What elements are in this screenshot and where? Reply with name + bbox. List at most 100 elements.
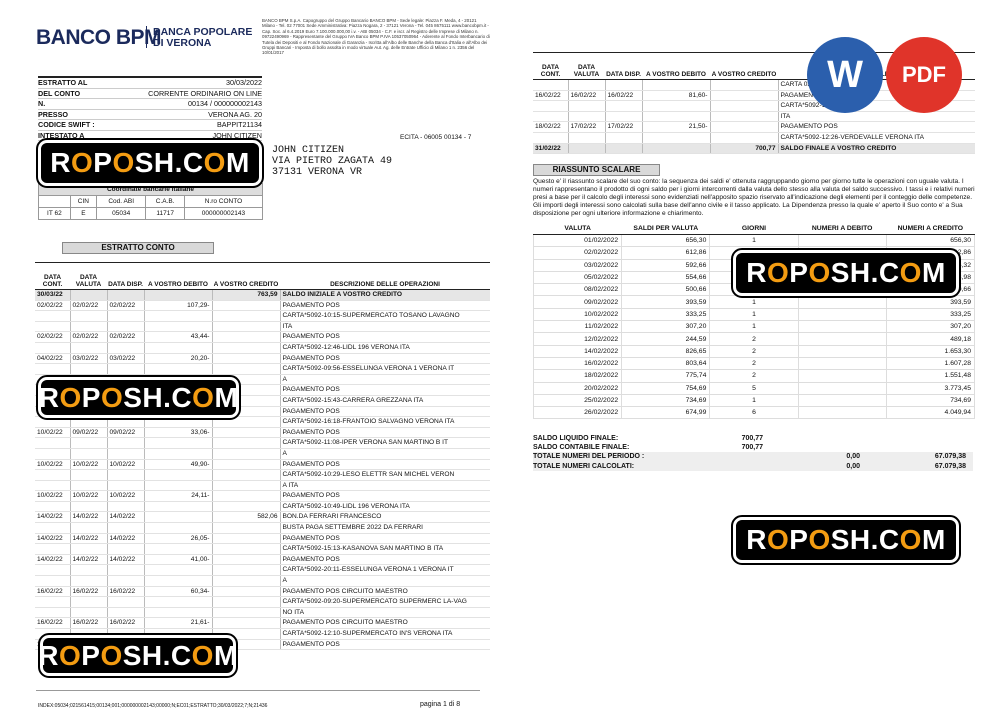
transaction-row: A ITA [35, 480, 490, 492]
cell-debito [797, 307, 887, 322]
cell-debito: 20,20- [143, 353, 212, 365]
cell-credito [211, 427, 280, 439]
cell-disp: 03/02/22 [106, 353, 144, 365]
cell-credito: 333,25 [885, 307, 976, 322]
transaction-row: CARTA*5092-16:18-FRANTOIO SALVAGNO VERON… [35, 416, 490, 428]
cell-credito [709, 100, 778, 112]
cell-credito [211, 459, 280, 471]
cell-data [35, 448, 70, 460]
transaction-row: 10/02/22 10/02/22 10/02/22 49,90- PAGAMENTO … [35, 459, 490, 471]
address-line: VIA PIETRO ZAGATA 49 [272, 156, 393, 167]
cell-valuta [69, 469, 107, 481]
info-value: BAPPIT21134 [216, 120, 262, 129]
info-row: N. 00134 / 000000002143 [38, 99, 262, 110]
scalare-row: 14/02/2022 826,65 2 1.653,30 [532, 344, 976, 358]
cell-debito: 49,90- [143, 459, 212, 471]
cell-valuta: 05/02/2022 [532, 270, 623, 285]
cell-credito: 1.607,28 [885, 356, 976, 371]
cell-desc: PAGAMENTO POS [279, 533, 490, 545]
total-debito [763, 434, 860, 443]
scalare-text: Questo e' il riassunto scalare del suo c… [533, 178, 975, 217]
cell-debito [143, 596, 212, 608]
cell-valuta: 10/02/22 [69, 490, 107, 502]
cell-saldo: 393,59 [621, 295, 711, 309]
cell-data: 02/02/22 [35, 300, 70, 312]
cell-desc: A ITA [279, 480, 490, 492]
cell-desc: PAGAMENTO POS [279, 353, 490, 365]
cell-data [35, 321, 70, 333]
cell-data: 16/02/22 [35, 617, 70, 629]
word-icon: W [807, 37, 883, 113]
cell-valuta: 09/02/2022 [532, 295, 623, 309]
transaction-row: 16/02/22 16/02/22 16/02/22 21,61- PAGAMENTO … [35, 617, 490, 629]
cell-giorni: 2 [709, 369, 799, 383]
cell-debito: 41,00- [143, 554, 212, 566]
cell-desc: ITA [777, 111, 975, 123]
cell-debito [143, 448, 212, 460]
cell-valuta: 14/02/22 [69, 554, 107, 566]
cell-desc: CARTA*5092-10:15-SUPERMERCATO TOSANO LAV… [279, 310, 490, 322]
column-header: SALDI PER VALUTA [621, 222, 710, 235]
cell-data [35, 342, 70, 354]
column-header: A VOSTRO CREDITO [710, 52, 778, 80]
cell-data [35, 480, 70, 492]
cell-debito [143, 564, 212, 577]
column-header: DATA CONT. [533, 52, 568, 80]
total-row: SALDO CONTABILE FINALE: 700,77 [533, 443, 973, 452]
cell-data: 16/02/22 [533, 90, 568, 102]
cell-debito [797, 332, 887, 346]
transaction-row: 02/02/22 02/02/22 02/02/22 107,29- PAGAMENTO… [35, 300, 490, 312]
cell-saldo: 775,74 [621, 369, 711, 383]
info-row: ESTRATTO AL 30/03/2022 [38, 78, 262, 89]
total-row: SALDO LIQUIDO FINALE: 700,77 [533, 434, 973, 443]
cell-valuta [69, 289, 107, 301]
row: CIN Cod. ABI C.A.B. N.ro CONTO [38, 195, 264, 208]
transaction-row: A [35, 575, 490, 587]
info-label: PRESSO [38, 109, 68, 119]
total-label: TOTALE NUMERI DEL PERIODO : [533, 453, 645, 461]
total-saldo: 700,77 [741, 435, 763, 442]
cell-debito [143, 575, 212, 587]
cell-credito: 734,69 [885, 393, 976, 408]
cell-credito [211, 554, 280, 566]
cell-data [35, 501, 70, 513]
cell-debito [797, 381, 887, 395]
cell-debito [797, 406, 887, 420]
scalare-row: 10/02/2022 333,25 1 333,25 [532, 307, 976, 322]
cell-desc: PAGAMENTO POS CIRCUITO MAESTRO [279, 586, 490, 598]
cell-credito [211, 490, 280, 502]
column-header: DATA DISP. [605, 52, 642, 80]
row: IT 62 E 05034 11717 000000002143 [38, 207, 264, 220]
cell-debito: 26,05- [143, 533, 212, 545]
cell-desc: PAGAMENTO POS [279, 331, 490, 343]
cell-disp [106, 363, 144, 375]
legal-text: BANCO BPM S.p.A. Capogruppo del Gruppo B… [262, 18, 490, 56]
cell-data [533, 79, 568, 91]
cell-credito [211, 310, 280, 322]
cell-credito [211, 533, 280, 545]
cell-valuta [69, 564, 107, 577]
cell-disp [106, 607, 144, 619]
cell-valuta: 02/02/2022 [532, 246, 623, 260]
column-header: DATA VALUTA [70, 262, 107, 290]
cell-desc: PAGAMENTO POS [279, 459, 490, 471]
cell-credito [211, 300, 280, 312]
cell-credito [211, 607, 280, 619]
cell-credito [211, 586, 280, 598]
cell-credito: 656,30 [885, 233, 976, 248]
cell-disp [604, 100, 642, 112]
coord-label: CIN [69, 195, 97, 208]
cell-credito: 1.653,30 [885, 344, 976, 358]
cell-disp [106, 480, 144, 492]
info-label: ESTRATTO AL [38, 78, 88, 87]
info-value: VERONA AG. 20 [208, 109, 262, 119]
total-saldo [703, 452, 763, 461]
cell-saldo: 307,20 [621, 320, 711, 334]
info-value: 00134 / 000000002143 [188, 99, 262, 108]
info-label: DEL CONTO [38, 88, 81, 98]
cell-credito [709, 121, 778, 133]
total-row: TOTALE NUMERI CALCOLATI: 0,00 67.079,38 [533, 461, 973, 471]
cell-credito [211, 448, 280, 460]
info-label: INTESTATO A [38, 130, 85, 140]
